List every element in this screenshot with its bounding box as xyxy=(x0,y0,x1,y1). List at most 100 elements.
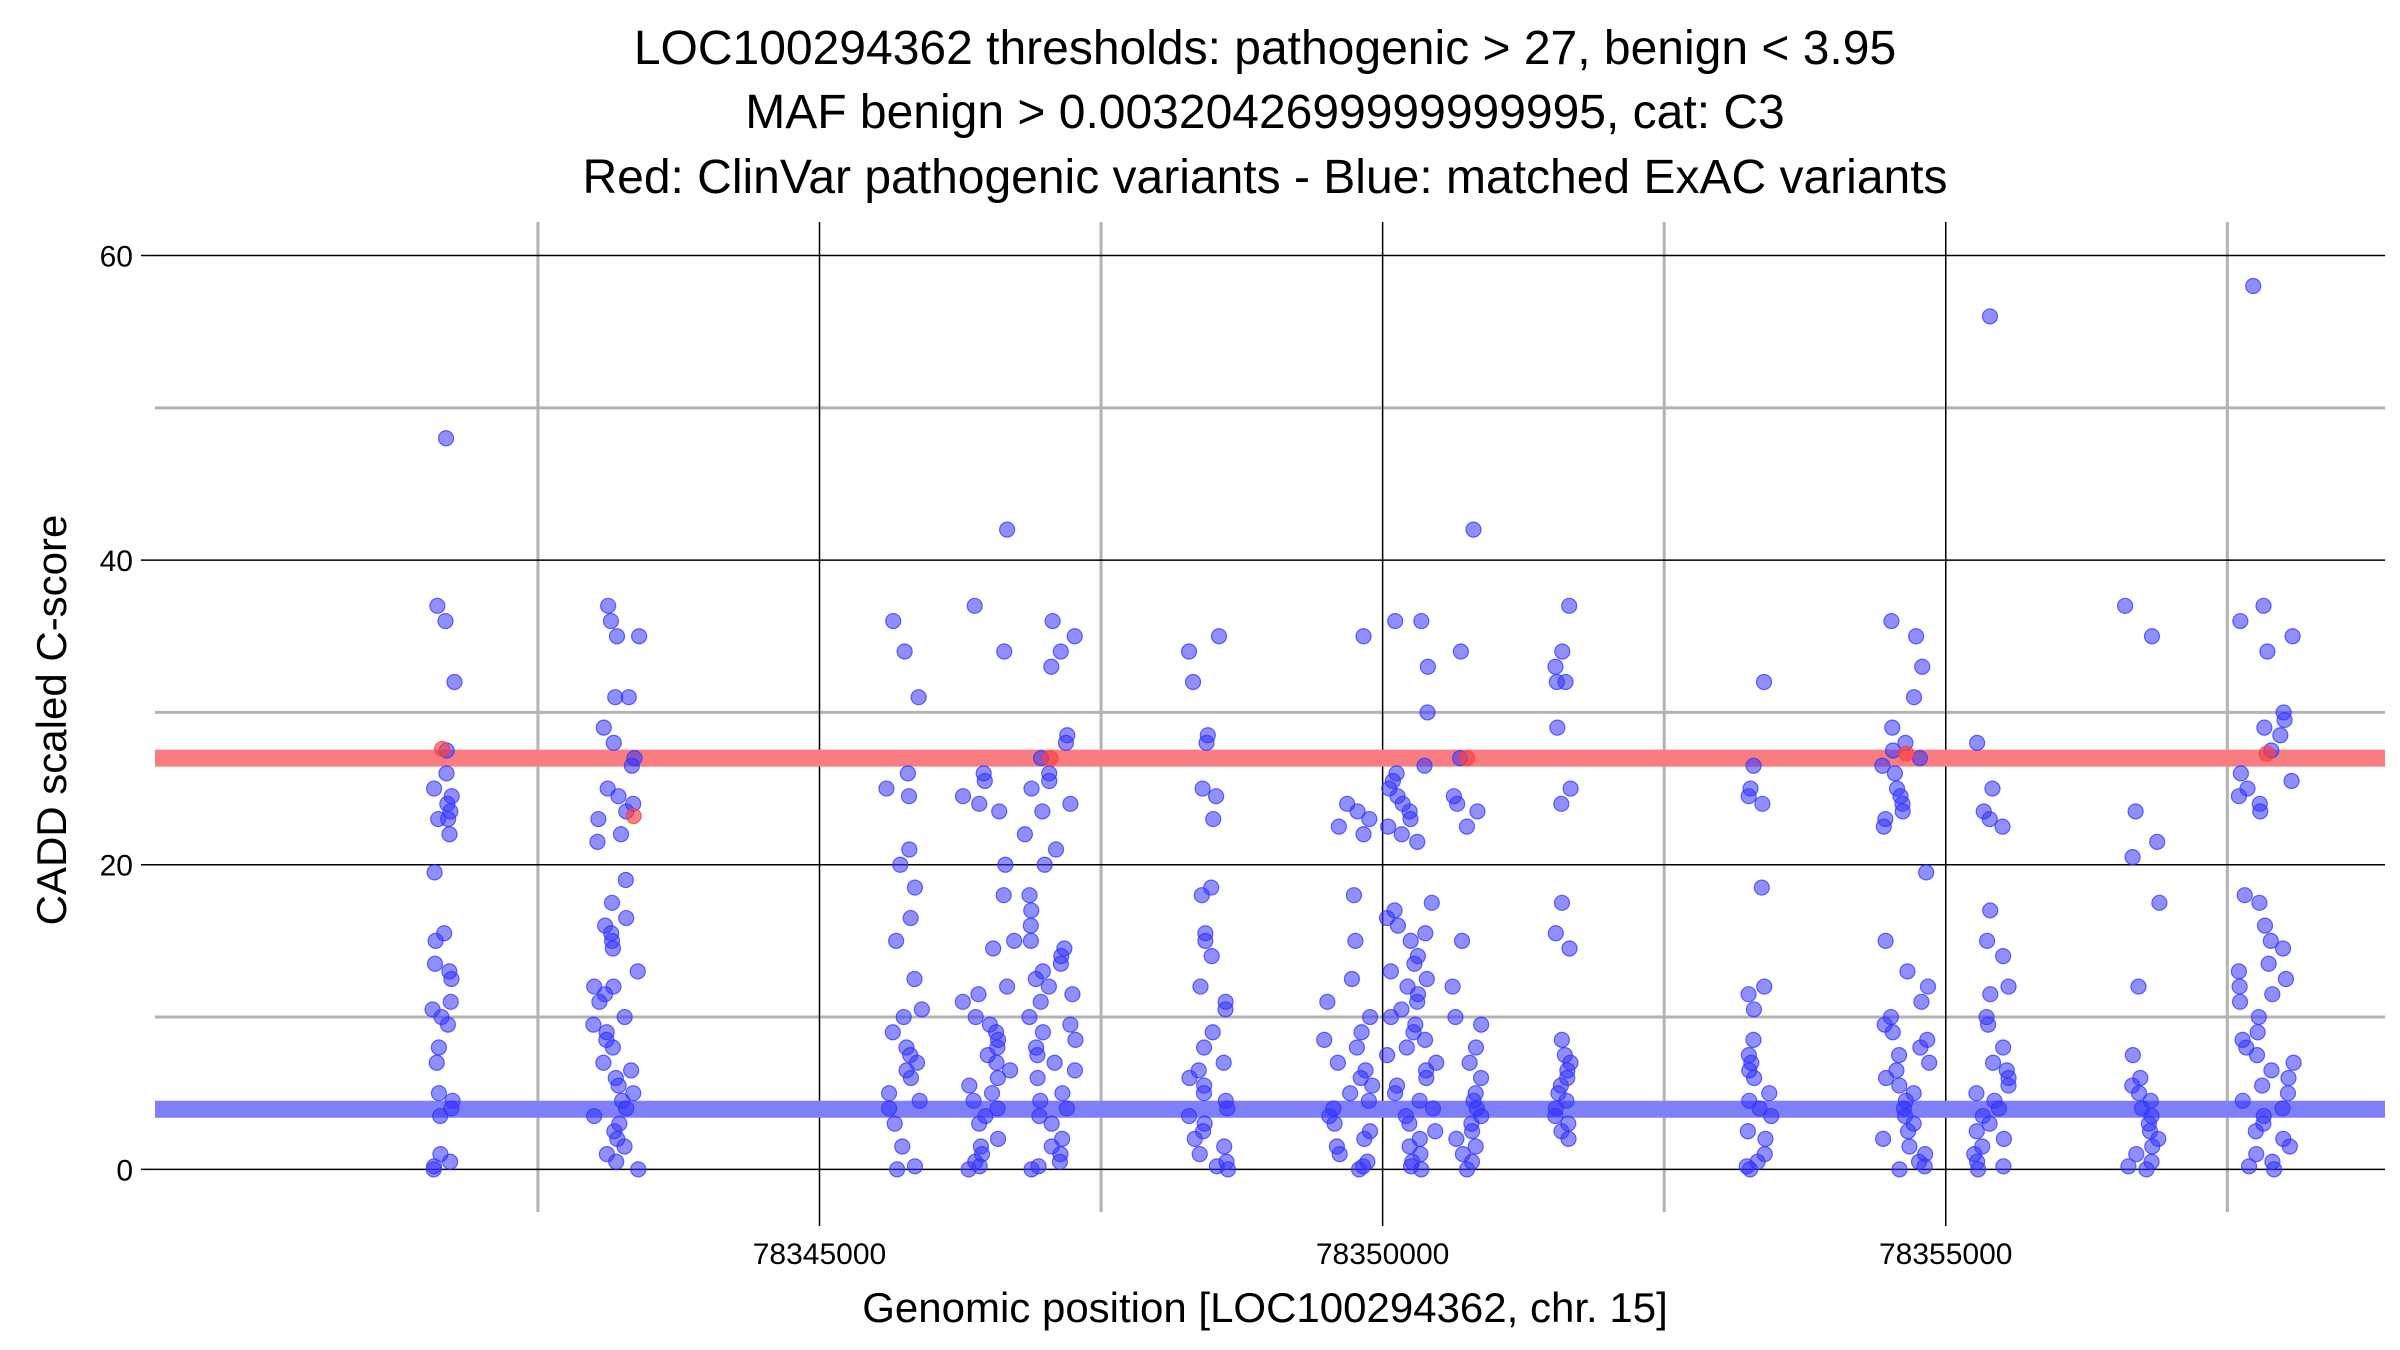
exac-variant-point xyxy=(607,689,624,706)
exac-variant-point xyxy=(1052,955,1069,972)
exac-variant-point xyxy=(1402,810,1419,828)
exac-variant-point xyxy=(2262,932,2279,949)
exac-variant-point xyxy=(1378,909,1396,927)
exac-variant-point xyxy=(439,1016,457,1033)
exac-variant-point xyxy=(2256,917,2274,934)
exac-variant-point xyxy=(2231,978,2248,995)
title-line-2: MAF benign > 0.0032042699999999995, cat:… xyxy=(745,86,1784,139)
exac-variant-point xyxy=(1021,1008,1038,1026)
x-tick-label: 78345000 xyxy=(753,1238,886,1271)
exac-variant-point xyxy=(1331,1146,1348,1163)
exac-variant-point xyxy=(894,1138,911,1155)
exac-variant-point xyxy=(885,612,902,630)
y-tick-label: 20 xyxy=(100,850,133,883)
exac-variant-point xyxy=(616,1138,633,1155)
exac-variant-point xyxy=(1990,1100,2008,1117)
exac-variant-point xyxy=(1908,628,1925,645)
exac-variant-point xyxy=(1745,1001,1763,1018)
exac-variant-point xyxy=(2120,1158,2137,1175)
exac-variant-point xyxy=(2232,612,2249,630)
exac-variant-point xyxy=(1982,986,1999,1003)
exac-variant-point xyxy=(629,963,646,980)
exac-variant-point xyxy=(430,1039,447,1056)
exac-variant-point xyxy=(1217,1001,1234,1018)
exac-variant-point xyxy=(1343,970,1361,988)
exac-variant-point xyxy=(1205,810,1222,828)
exac-variant-point xyxy=(1448,1130,1465,1147)
exac-variant-point xyxy=(1745,757,1762,774)
exac-variant-point xyxy=(910,689,927,706)
x-tick-label: 78350000 xyxy=(1316,1238,1449,1271)
exac-variant-point xyxy=(1184,673,1202,691)
exac-variant-point xyxy=(901,841,918,858)
exac-variant-point xyxy=(1995,1158,2012,1175)
exac-variant-point xyxy=(591,993,608,1010)
exac-variant-point xyxy=(617,871,634,889)
exac-variant-point xyxy=(1379,1047,1396,1064)
exac-variant-point xyxy=(2256,719,2273,736)
exac-variant-point xyxy=(430,1085,448,1102)
exac-variant-point xyxy=(1547,1107,1564,1125)
exac-variant-point xyxy=(1352,1069,1369,1087)
exac-variant-point xyxy=(1472,1069,1490,1087)
exac-variant-point xyxy=(1458,1161,1476,1178)
exac-variant-point xyxy=(585,1016,602,1033)
exac-variant-point xyxy=(1380,818,1397,835)
exac-variant-point xyxy=(2260,955,2277,972)
exac-variant-point xyxy=(967,1008,984,1026)
exac-variant-point xyxy=(1051,1153,1068,1170)
exac-variant-point xyxy=(1195,1039,1213,1056)
y-axis-title: CADD scaled C-score xyxy=(28,515,75,926)
exac-variant-point xyxy=(991,803,1008,820)
exac-variant-point xyxy=(2130,978,2147,995)
exac-variant-point xyxy=(1745,1031,1762,1048)
exac-variant-point xyxy=(1398,1039,1415,1056)
exac-variant-point xyxy=(1458,818,1476,835)
exac-variant-point xyxy=(1058,1100,1076,1117)
grid-lines xyxy=(155,222,2385,1212)
exac-variant-point xyxy=(1444,978,1461,995)
exac-variant-point xyxy=(1032,993,1049,1010)
exac-variant-point xyxy=(2149,833,2166,850)
data-points xyxy=(424,277,2302,1178)
exac-variant-point xyxy=(1047,841,1065,858)
exac-variant-point xyxy=(443,970,460,988)
exac-variant-point xyxy=(2128,1146,2145,1163)
exac-variant-point xyxy=(2249,1024,2266,1041)
exac-variant-point xyxy=(1449,795,1466,812)
exac-variant-point xyxy=(1877,1069,1895,1087)
exac-variant-point xyxy=(595,1054,612,1071)
exac-variant-point xyxy=(1740,986,1757,1003)
exac-variant-point xyxy=(1891,1161,1908,1178)
exac-variant-point xyxy=(2144,1138,2161,1155)
exac-variant-point xyxy=(2272,727,2289,744)
exac-variant-point xyxy=(954,788,972,805)
exac-variant-point xyxy=(2283,772,2300,790)
exac-variant-point xyxy=(1419,704,1436,721)
exac-variant-point xyxy=(2274,940,2292,957)
exac-variant-point xyxy=(603,894,621,911)
exac-variant-point xyxy=(1761,1085,1778,1102)
exac-variant-point xyxy=(988,1054,1005,1071)
y-tick-label: 0 xyxy=(116,1154,133,1187)
exac-variant-point xyxy=(1062,795,1079,812)
exac-variant-point xyxy=(1043,1115,1060,1132)
exac-variant-point xyxy=(1023,1161,1040,1178)
exac-variant-point xyxy=(1364,1077,1381,1094)
exac-variant-point xyxy=(1469,803,1486,820)
exac-variant-point xyxy=(426,955,444,972)
exac-variant-point xyxy=(1215,1054,1232,1071)
exac-variant-point xyxy=(1467,1039,1485,1056)
exac-variant-point xyxy=(625,1085,642,1102)
exac-variant-point xyxy=(1763,1107,1780,1125)
exac-variant-point xyxy=(586,1107,603,1125)
clinvar-pathogenic-point xyxy=(2258,745,2275,762)
exac-variant-point xyxy=(429,597,446,614)
exac-variant-point xyxy=(1553,894,1571,911)
exac-variant-point xyxy=(1553,795,1570,812)
exac-variant-point xyxy=(1884,1024,1901,1041)
exac-variant-point xyxy=(1361,1008,1379,1026)
x-axis-title: Genomic position [LOC100294362, chr. 15] xyxy=(862,1284,1668,1331)
exac-variant-point xyxy=(1452,643,1469,660)
